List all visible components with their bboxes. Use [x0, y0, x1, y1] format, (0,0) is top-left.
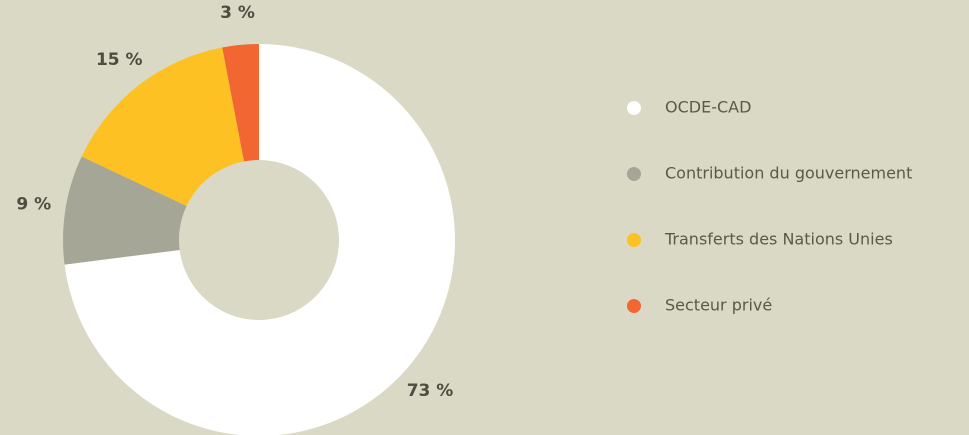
legend-label: OCDE-CAD	[665, 98, 751, 117]
value-label: 73 %	[407, 381, 454, 401]
donut-slice	[62, 156, 187, 265]
legend-marker	[627, 167, 641, 181]
legend-marker	[627, 299, 641, 313]
donut-slice	[222, 44, 259, 162]
value-label: 15 %	[96, 50, 143, 70]
legend-marker	[627, 101, 641, 115]
donut-slice	[81, 47, 245, 206]
legend-label: Transferts des Nations Unies	[664, 230, 893, 249]
legend-label: Contribution du gouvernement	[665, 164, 912, 183]
legend-marker	[627, 233, 641, 247]
value-label: 9 %	[16, 194, 51, 214]
donut-slice	[64, 44, 455, 435]
legend-label: Secteur privé	[665, 296, 772, 315]
value-label: 3 %	[220, 3, 255, 23]
